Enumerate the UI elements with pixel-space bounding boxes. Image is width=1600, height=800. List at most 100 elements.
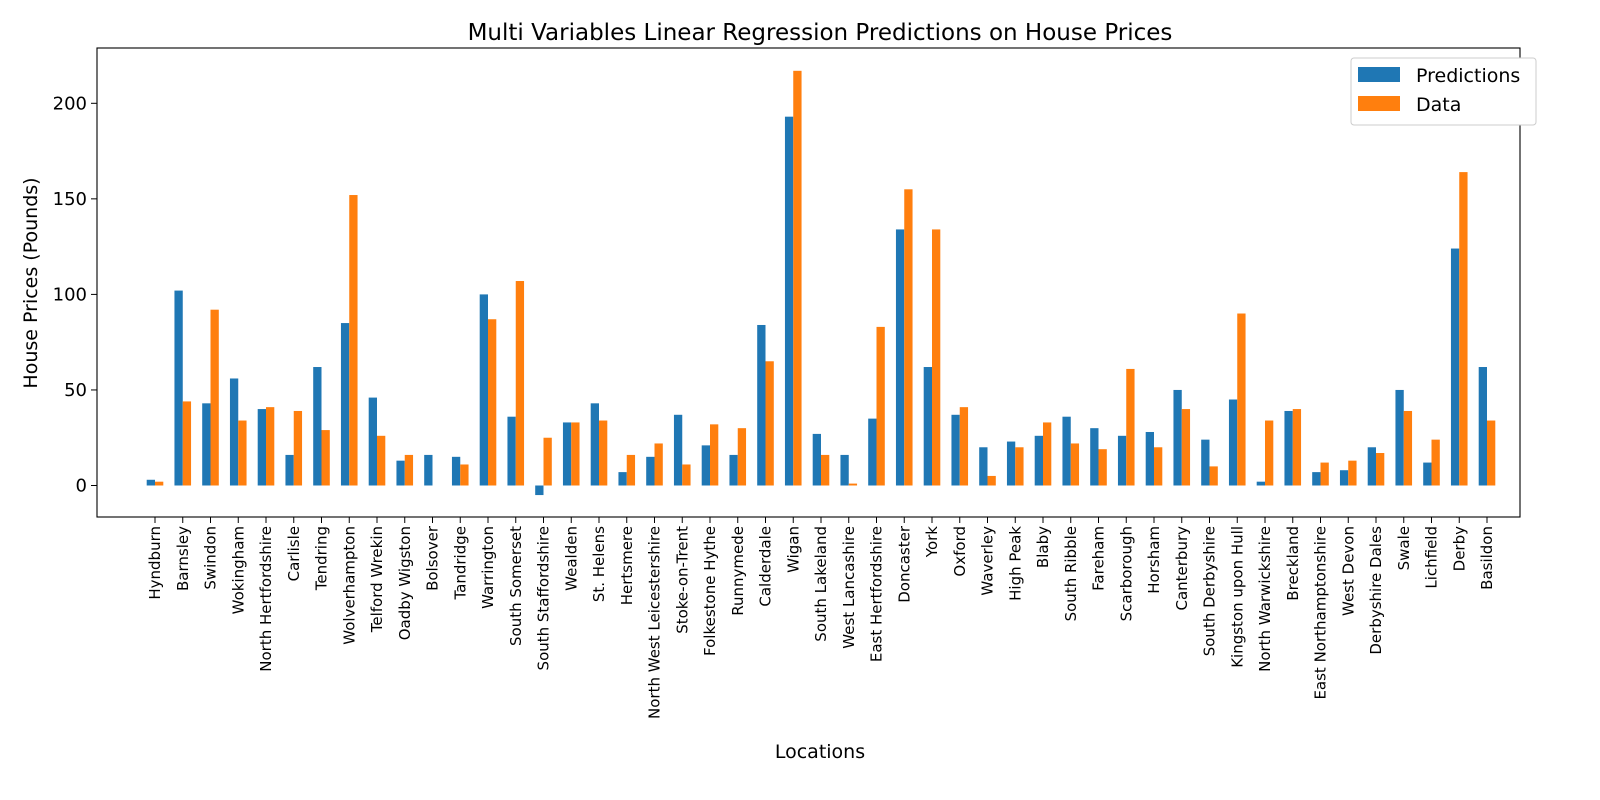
bar-data-wokingham — [238, 420, 247, 486]
bar-data-telford-wrekin — [377, 435, 386, 486]
x-tick-label-north-warwickshire: North Warwickshire — [1256, 526, 1274, 672]
x-tick-label-wigan: Wigan — [784, 526, 802, 573]
bar-predictions-high-peak — [1006, 441, 1016, 486]
bar-data-folkestone-hythe — [710, 424, 719, 486]
x-tick-label-derbyshire-dales: Derbyshire Dales — [1367, 526, 1385, 655]
bar-predictions-bolsover — [424, 454, 433, 486]
bar-data-swindon — [210, 309, 219, 486]
bar-data-kingston-upon-hull — [1237, 313, 1246, 486]
bar-data-tendring — [321, 430, 330, 486]
x-tick-label-st-helens: St. Helens — [590, 526, 608, 602]
x-axis: Hyndburn Barnsley Swindon Wokingham North He… — [146, 517, 1496, 719]
bar-data-basildon — [1487, 420, 1496, 486]
bar-predictions-tandridge — [451, 456, 461, 486]
bar-predictions-east-northamptonshire — [1312, 472, 1321, 486]
x-tick-label-swindon: Swindon — [202, 526, 220, 590]
bar-predictions-canterbury — [1173, 389, 1182, 486]
x-tick-label-west-lancashire: West Lancashire — [840, 526, 858, 649]
bar-data-tandridge — [460, 464, 469, 486]
x-tick-label-south-ribble: South Ribble — [1062, 526, 1080, 621]
x-tick-label-barnsley: Barnsley — [174, 526, 192, 591]
bar-data-east-northamptonshire — [1320, 462, 1329, 486]
x-tick-label-south-derbyshire: South Derbyshire — [1201, 526, 1219, 656]
bar-predictions-carlisle — [285, 454, 294, 486]
legend-swatch-data — [1358, 96, 1400, 111]
bar-data-south-ribble — [1070, 443, 1080, 486]
bar-predictions-south-ribble — [1062, 416, 1071, 486]
legend-swatch-predictions — [1358, 67, 1400, 82]
y-tick-label-50: 50 — [64, 380, 87, 401]
y-tick-label-200: 200 — [53, 93, 87, 114]
bar-predictions-hertsmere — [618, 472, 627, 486]
x-axis-label: Locations — [775, 741, 865, 763]
x-tick-label-folkestone-hythe: Folkestone Hythe — [701, 526, 719, 656]
x-tick-label-horsham: Horsham — [1145, 526, 1163, 594]
x-tick-label-hertsmere: Hertsmere — [618, 526, 636, 605]
x-tick-label-basildon: Basildon — [1478, 526, 1496, 590]
legend-label-predictions: Predictions — [1416, 65, 1520, 87]
x-tick-label-stoke-on-trent: Stoke-on-Trent — [673, 526, 691, 634]
x-tick-label-bolsover: Bolsover — [424, 525, 442, 591]
bar-data-north-hertfordshire — [266, 407, 275, 486]
bar-data-barnsley — [182, 401, 192, 486]
x-tick-label-wolverhampton: Wolverhampton — [340, 526, 358, 645]
bar-predictions-north-west-leicestershire — [646, 456, 655, 486]
bar-predictions-south-lakeland — [812, 433, 821, 486]
bar-predictions-swale — [1395, 389, 1404, 486]
bar-predictions-kingston-upon-hull — [1228, 399, 1238, 486]
bar-data-high-peak — [1015, 447, 1024, 486]
bar-predictions-east-hertfordshire — [868, 418, 877, 486]
x-tick-label-breckland: Breckland — [1284, 526, 1302, 601]
x-tick-label-warrington: Warrington — [479, 526, 497, 609]
x-tick-label-north-west-leicestershire: North West Leicestershire — [646, 526, 664, 719]
bar-data-fareham — [1098, 449, 1107, 486]
bar-predictions-runnymede — [729, 454, 738, 486]
x-tick-label-calderdale: Calderdale — [757, 526, 775, 607]
bar-data-canterbury — [1181, 409, 1191, 486]
x-tick-label-tandridge: Tandridge — [451, 526, 469, 601]
bar-predictions-swindon — [202, 403, 211, 486]
x-tick-label-oxford: Oxford — [951, 526, 969, 577]
bar-data-wolverhampton — [349, 195, 358, 486]
chart-title: Multi Variables Linear Regression Predic… — [468, 20, 1173, 46]
bar-data-south-staffordshire — [543, 437, 552, 486]
bar-predictions-basildon — [1478, 367, 1487, 486]
bar-data-scarborough — [1126, 368, 1135, 486]
bar-predictions-calderdale — [757, 324, 766, 486]
bar-data-east-hertfordshire — [876, 326, 885, 486]
bar-data-wigan — [793, 70, 802, 486]
bar-predictions-folkestone-hythe — [701, 445, 710, 486]
x-tick-label-oadby-wigston: Oadby Wigston — [396, 526, 414, 640]
bar-data-calderdale — [765, 361, 774, 486]
bar-data-west-lancashire — [848, 483, 858, 486]
bar-data-runnymede — [737, 428, 747, 486]
bar-predictions-tendring — [313, 367, 322, 486]
x-tick-label-waverley: Waverley — [979, 526, 997, 596]
bar-predictions-north-hertfordshire — [257, 409, 266, 486]
bar-data-horsham — [1154, 447, 1163, 486]
y-tick-label-100: 100 — [53, 284, 87, 305]
y-tick-label-150: 150 — [53, 189, 87, 210]
x-tick-label-east-hertfordshire: East Hertfordshire — [868, 526, 886, 662]
x-tick-label-south-lakeland: South Lakeland — [812, 526, 830, 642]
x-tick-label-derby: Derby — [1450, 526, 1468, 571]
bar-predictions-derbyshire-dales — [1367, 447, 1376, 486]
bar-predictions-wokingham — [229, 378, 239, 486]
bar-predictions-warrington — [479, 294, 488, 486]
x-tick-label-doncaster: Doncaster — [895, 525, 913, 603]
bar-predictions-west-lancashire — [840, 454, 849, 486]
x-tick-label-carlisle: Carlisle — [285, 526, 303, 581]
bar-data-wealden — [571, 422, 580, 486]
legend-label-data: Data — [1416, 94, 1461, 116]
bar-data-north-warwickshire — [1265, 420, 1274, 486]
bar-data-north-west-leicestershire — [654, 443, 663, 486]
y-axis: 0 50 100 150 200 — [53, 93, 97, 497]
bar-data-doncaster — [904, 189, 913, 486]
bar-data-derbyshire-dales — [1376, 453, 1385, 486]
bar-data-st-helens — [599, 420, 608, 486]
bar-predictions-st-helens — [590, 403, 599, 486]
bar-predictions-wealden — [562, 422, 572, 486]
bar-predictions-oxford — [951, 414, 960, 486]
x-tick-label-east-northamptonshire: East Northamptonshire — [1312, 526, 1330, 700]
